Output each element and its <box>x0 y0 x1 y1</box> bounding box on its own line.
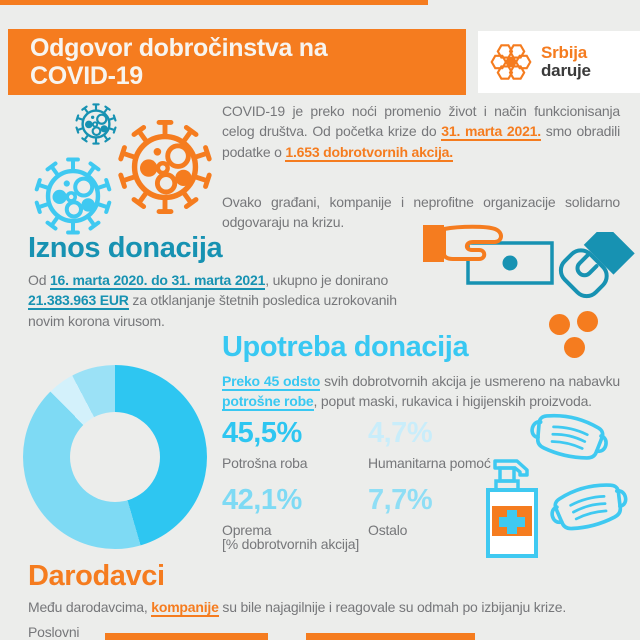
stat-label: Ostalo <box>368 522 408 538</box>
stat-label: Potrošna roba <box>222 455 308 471</box>
iznos-text: Od <box>28 272 50 288</box>
iznos-text-mid: , ukupno je donirano <box>265 272 389 288</box>
intro-paragraph-2: Ovako građani, kompanije i neprofitne or… <box>222 194 620 231</box>
link-kompanije[interactable]: kompanije <box>151 599 219 617</box>
page-title-line2: COVID-19 <box>30 62 143 90</box>
link-total-eur[interactable]: 21.383.963 EUR <box>28 292 129 311</box>
medical-cross-icon <box>499 510 525 534</box>
coin-icon <box>549 314 570 335</box>
iznos-text-post: za otklanjanje štetnih posledica uzrokov… <box>28 292 397 329</box>
coin-icon <box>577 311 598 332</box>
stat-value: 4,7% <box>368 417 433 449</box>
stat-ostalo: 7,7% Ostalo <box>368 484 552 539</box>
sanitizer-bottle-icon <box>486 459 538 558</box>
link-31-marta-2021[interactable]: 31. marta 2021. <box>441 123 541 142</box>
link-1653-dobrotvornih-akcija[interactable]: 1.653 dobrotvornih akcija. <box>285 143 453 162</box>
hand-giving-money-icon <box>423 224 554 285</box>
stat-value: 45,5% <box>222 417 302 449</box>
header-bar: Odgovor dobročinstva na COVID-19 <box>8 29 466 95</box>
upotreba-text-mid: svih dobrotvornih akcija je usmereno na … <box>320 373 620 389</box>
darodavci-text-post: su bile najagilnije i reagovale su odmah… <box>218 599 567 615</box>
link-donation-period[interactable]: 16. marta 2020. do 31. marta 2021 <box>49 272 266 290</box>
donation-donut-chart <box>23 365 207 549</box>
darodavci-paragraph: Među darodavcima, kompanije su bile naja… <box>28 597 628 617</box>
stat-value: 42,1% <box>222 484 302 516</box>
donation-usage-stats: 45,5% Potrošna roba 4,7% Humanitarna pom… <box>222 417 552 539</box>
virus-icon-small <box>75 103 117 145</box>
page-title-line1: Odgovor dobročinstva na <box>30 33 328 62</box>
bar-row-label-poslovni: Poslovni <box>28 624 80 640</box>
hexagon-flower-icon <box>490 44 532 80</box>
intro-paragraph: COVID-19 je preko noći promenio život i … <box>222 101 620 162</box>
section-heading-iznos-donacija: Iznos donacija <box>28 232 223 264</box>
bar-chart-bar-2 <box>306 633 475 640</box>
donut-hole <box>70 412 160 502</box>
link-potrosne-robe[interactable]: potrošne robe <box>222 393 314 412</box>
logo-text-srbija: Srbija <box>541 43 588 63</box>
iznos-paragraph: Od 16. marta 2020. do 31. marta 2021, uk… <box>28 270 426 331</box>
stat-label: Oprema <box>222 522 272 538</box>
intro-text-mid: smo obradili podatke o <box>222 123 620 160</box>
darodavci-text: Među darodavcima, <box>28 599 152 615</box>
face-mask-icon <box>545 476 633 537</box>
srbija-daruje-logo: Srbija daruje <box>478 31 640 93</box>
virus-icon-large <box>115 117 215 217</box>
section-heading-upotreba-donacija: Upotreba donacija <box>222 331 469 363</box>
stat-value: 7,7% <box>368 484 433 516</box>
upotreba-text-post: , poput maski, rukavica i higijenskih pr… <box>313 393 593 410</box>
section-heading-darodavci: Darodavci <box>28 560 165 592</box>
link-preko-45-odsto[interactable]: Preko 45 odsto <box>222 373 321 391</box>
logo-text-daruje: daruje <box>541 61 591 80</box>
stats-unit-note: [% dobrotvornih akcija] <box>222 536 360 552</box>
virus-icon-medium <box>32 155 114 237</box>
hand-dropping-coins-icon <box>558 232 635 299</box>
bar-chart-bar-1 <box>105 633 268 640</box>
banknote-icon <box>466 241 554 285</box>
coin-icon <box>564 337 585 358</box>
intro-text: COVID-19 je preko noći promenio život i … <box>222 103 620 140</box>
stat-label: Humanitarna pomoć <box>368 455 491 471</box>
stat-oprema: 42,1% Oprema <box>222 484 368 539</box>
upotreba-paragraph: Preko 45 odsto svih dobrotvornih akcija … <box>222 371 620 412</box>
top-accent-strip <box>0 0 428 5</box>
stat-humanitarna-pomoc: 4,7% Humanitarna pomoć <box>368 417 552 472</box>
stat-potrosna-roba: 45,5% Potrošna roba <box>222 417 368 472</box>
